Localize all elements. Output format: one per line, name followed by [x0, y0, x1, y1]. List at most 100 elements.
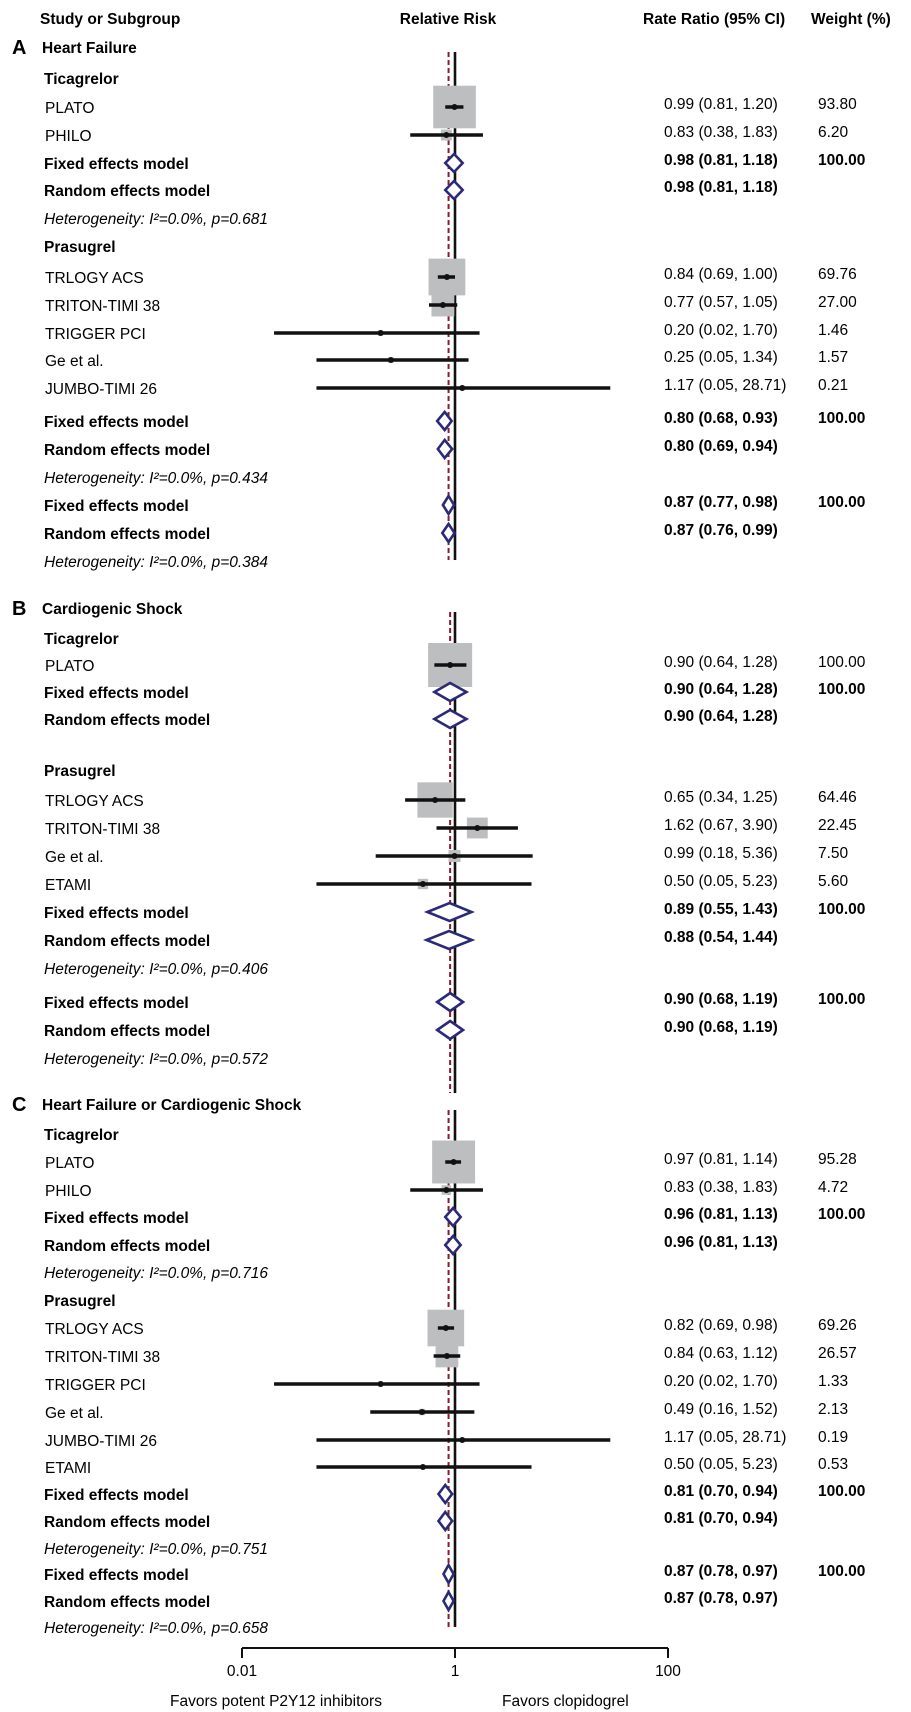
rate-ratio-text: 0.20 (0.02, 1.70)	[664, 322, 778, 339]
heterogeneity-label: Heterogeneity: I²=0.0%, p=0.406	[44, 961, 268, 978]
weight-text: 100.00	[818, 654, 866, 671]
rate-ratio-text: 0.81 (0.70, 0.94)	[664, 1510, 778, 1527]
rate-ratio-text: 0.90 (0.68, 1.19)	[664, 991, 778, 1008]
weight-text: 7.50	[818, 845, 849, 862]
pooled-diamond	[434, 991, 466, 1013]
rate-ratio-text: 1.17 (0.05, 28.71)	[664, 377, 786, 394]
study-point	[419, 1409, 426, 1415]
pooled-diamond	[431, 681, 470, 703]
rate-ratio-text: 0.49 (0.16, 1.52)	[664, 1401, 778, 1418]
subgroup-label: Prasugrel	[44, 239, 116, 256]
rate-ratio-text: 0.90 (0.64, 1.28)	[664, 654, 778, 671]
heterogeneity-label: Heterogeneity: I²=0.0%, p=0.434	[44, 470, 268, 487]
fixed-model-label: Fixed effects model	[44, 905, 189, 922]
pooled-diamond	[443, 179, 465, 201]
pooled-diamond	[436, 1482, 454, 1506]
x-axis-tick-label: 1	[451, 1663, 460, 1680]
study-point	[447, 662, 454, 668]
study-point	[451, 853, 458, 859]
study-point	[442, 1325, 449, 1331]
rate-ratio-text: 1.17 (0.05, 28.71)	[664, 1429, 786, 1446]
study-point	[443, 1353, 450, 1359]
heterogeneity-label: Heterogeneity: I²=0.0%, p=0.658	[44, 1620, 268, 1637]
random-model-label: Random effects model	[44, 183, 210, 200]
study-label: TRIGGER PCI	[45, 326, 146, 343]
weight-text: 95.28	[818, 1151, 857, 1168]
rate-ratio-text: 0.98 (0.81, 1.18)	[664, 179, 778, 196]
pooled-diamond	[443, 1206, 463, 1228]
rate-ratio-text: 0.99 (0.81, 1.20)	[664, 96, 778, 113]
study-label: TRITON-TIMI 38	[45, 1349, 160, 1366]
rate-ratio-text: 0.87 (0.77, 0.98)	[664, 494, 778, 511]
rate-ratio-text: 0.84 (0.63, 1.12)	[664, 1345, 778, 1362]
study-label: Ge et al.	[45, 353, 104, 370]
header-rate-ratio: Rate Ratio (95% CI)	[643, 11, 785, 28]
random-model-label: Random effects model	[44, 1594, 210, 1611]
weight-text: 1.33	[818, 1373, 848, 1390]
study-point	[432, 797, 439, 803]
subgroup-label: Ticagrelor	[44, 1127, 119, 1144]
rate-ratio-text: 0.90 (0.68, 1.19)	[664, 1019, 778, 1036]
weight-text: 100.00	[818, 494, 865, 511]
weight-text: 100.00	[818, 1563, 865, 1580]
rate-ratio-text: 0.89 (0.55, 1.43)	[664, 901, 778, 918]
weight-text: 5.60	[818, 873, 849, 890]
weight-text: 100.00	[818, 681, 865, 698]
fixed-model-label: Fixed effects model	[44, 1487, 189, 1504]
favors-left-label: Favors potent P2Y12 inhibitors	[170, 1693, 382, 1710]
rate-ratio-text: 0.80 (0.69, 0.94)	[664, 438, 778, 455]
rate-ratio-text: 0.96 (0.81, 1.13)	[664, 1234, 778, 1251]
pooled-diamond	[435, 409, 454, 433]
study-label: TRLOGY ACS	[45, 270, 144, 287]
panel-letter: C	[12, 1094, 26, 1116]
rate-ratio-text: 0.87 (0.78, 0.97)	[664, 1590, 778, 1607]
pooled-diamond	[443, 152, 465, 174]
study-point	[450, 1159, 457, 1165]
study-label: ETAMI	[45, 877, 91, 894]
pooled-diamond	[441, 493, 456, 517]
weight-text: 100.00	[818, 152, 865, 169]
rate-ratio-text: 0.87 (0.76, 0.99)	[664, 522, 778, 539]
panel-letter: A	[12, 37, 26, 59]
study-point	[439, 302, 446, 308]
study-label: TRLOGY ACS	[45, 793, 144, 810]
rate-ratio-text: 0.82 (0.69, 0.98)	[664, 1317, 778, 1334]
weight-text: 100.00	[818, 991, 865, 1008]
study-point	[377, 330, 384, 336]
rate-ratio-text: 0.90 (0.64, 1.28)	[664, 681, 778, 698]
study-point	[443, 132, 450, 138]
study-label: PHILO	[45, 1183, 92, 1200]
header-weight: Weight (%)	[811, 11, 891, 28]
random-model-label: Random effects model	[44, 1238, 210, 1255]
random-model-label: Random effects model	[44, 933, 210, 950]
pooled-diamond	[442, 1562, 456, 1586]
subgroup-label: Ticagrelor	[44, 71, 119, 88]
heterogeneity-label: Heterogeneity: I²=0.0%, p=0.751	[44, 1541, 268, 1558]
study-point	[443, 1187, 450, 1193]
random-model-label: Random effects model	[44, 1023, 210, 1040]
weight-text: 26.57	[818, 1345, 857, 1362]
rate-ratio-text: 0.25 (0.05, 1.34)	[664, 349, 778, 366]
study-label: TRITON-TIMI 38	[45, 821, 160, 838]
rate-ratio-text: 0.65 (0.34, 1.25)	[664, 789, 778, 806]
weight-text: 4.72	[818, 1179, 848, 1196]
fixed-model-label: Fixed effects model	[44, 995, 189, 1012]
favors-right-label: Favors clopidogrel	[502, 1693, 629, 1710]
study-label: PLATO	[45, 658, 94, 675]
fixed-model-label: Fixed effects model	[44, 498, 189, 515]
weight-text: 0.19	[818, 1429, 848, 1446]
study-point	[474, 825, 481, 831]
rate-ratio-text: 0.88 (0.54, 1.44)	[664, 929, 778, 946]
x-axis-tick-label: 100	[655, 1663, 681, 1680]
study-point	[419, 881, 426, 887]
study-point	[387, 357, 394, 363]
rate-ratio-text: 1.62 (0.67, 3.90)	[664, 817, 778, 834]
weight-text: 100.00	[818, 1206, 865, 1223]
random-model-label: Random effects model	[44, 526, 210, 543]
weight-text: 64.46	[818, 789, 857, 806]
pooled-diamond	[436, 1509, 454, 1533]
pooled-diamond	[431, 708, 470, 730]
study-label: TRITON-TIMI 38	[45, 298, 160, 315]
random-model-label: Random effects model	[44, 1514, 210, 1531]
